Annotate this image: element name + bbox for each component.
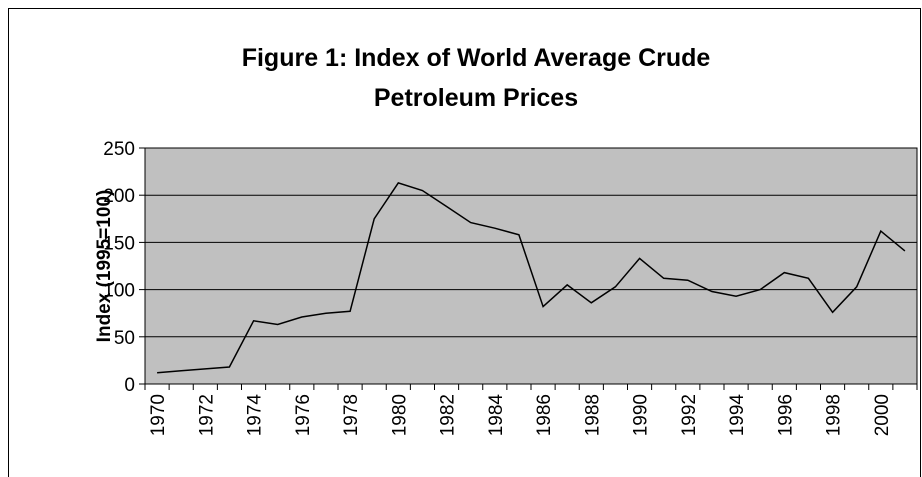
x-tick-label: 1982 <box>438 394 459 436</box>
y-tick-label: 100 <box>103 281 135 302</box>
x-tick-label: 1994 <box>727 394 748 437</box>
x-tick-label: 1974 <box>245 394 266 437</box>
y-tick-label: 250 <box>103 139 135 160</box>
plot-area <box>145 148 917 384</box>
x-tick-label: 2000 <box>872 394 893 436</box>
x-tick-label: 1980 <box>389 394 410 436</box>
x-tick-label: 1978 <box>341 394 362 436</box>
x-tick-label: 1972 <box>196 394 217 436</box>
x-tick-label: 1996 <box>775 394 796 436</box>
y-axis-label: Index (1995=100) <box>94 190 115 343</box>
y-tick-label: 200 <box>103 186 135 207</box>
x-tick-label: 1990 <box>631 394 652 436</box>
y-tick-label: 150 <box>103 233 135 254</box>
chart-title: Petroleum Prices <box>374 84 578 112</box>
x-tick-label: 1986 <box>534 394 555 436</box>
x-tick-label: 1992 <box>679 394 700 436</box>
x-tick-label: 1976 <box>293 394 314 436</box>
y-tick-label: 50 <box>114 328 135 349</box>
x-tick-label: 1988 <box>582 394 603 436</box>
x-tick-label: 1970 <box>148 394 169 436</box>
y-tick-label: 0 <box>124 375 135 396</box>
x-tick-label: 1998 <box>824 394 845 436</box>
data-line <box>157 182 906 374</box>
chart-title: Figure 1: Index of World Average Crude <box>242 44 711 72</box>
x-tick-label: 1984 <box>486 394 507 437</box>
